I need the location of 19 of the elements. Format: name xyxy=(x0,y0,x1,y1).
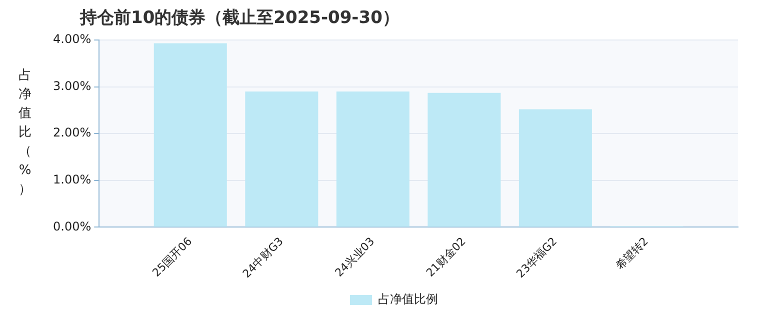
x-tick-label: 23华福G2 xyxy=(514,234,560,280)
chart-title: 持仓前10的债券（截止至2025-09-30） xyxy=(80,7,400,29)
x-tick-label: 希望转2 xyxy=(613,234,651,272)
x-tick-label: 24中财G3 xyxy=(240,234,286,280)
bar xyxy=(428,92,501,227)
bar xyxy=(245,91,318,227)
x-tick-label: 21财金02 xyxy=(424,234,468,280)
y-axis-title: 占净值比（%） xyxy=(18,67,32,199)
y-tick-label: 2.00% xyxy=(52,126,92,140)
y-tick-label: 1.00% xyxy=(52,172,92,187)
bar xyxy=(154,43,227,227)
x-tick-label: 25国开06 xyxy=(150,234,195,280)
y-tick-label: 3.00% xyxy=(52,78,92,93)
bar xyxy=(518,109,592,227)
y-tick-label: 4.00% xyxy=(52,32,92,46)
y-tick-label: 0.00% xyxy=(52,219,92,234)
legend-label: 占净值比例 xyxy=(378,292,438,306)
bar xyxy=(336,91,410,227)
x-tick-label: 24兴业03 xyxy=(332,234,378,280)
